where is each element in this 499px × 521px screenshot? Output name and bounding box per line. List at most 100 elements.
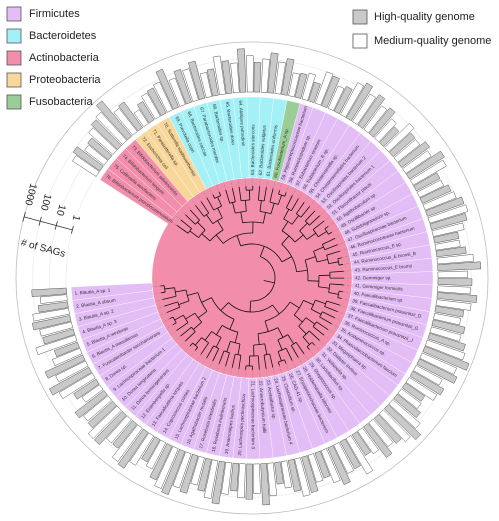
leaf-connector bbox=[162, 318, 170, 323]
bar bbox=[52, 347, 83, 366]
bar bbox=[42, 328, 76, 345]
bar bbox=[413, 365, 443, 386]
leaf-connector bbox=[196, 194, 202, 202]
leaf-connector bbox=[222, 366, 226, 374]
bar bbox=[327, 85, 345, 112]
bar bbox=[320, 448, 341, 484]
leaf-connector bbox=[298, 357, 303, 365]
branch bbox=[192, 342, 198, 348]
leaf-connector bbox=[223, 182, 226, 190]
branch bbox=[203, 212, 209, 217]
branch bbox=[217, 196, 222, 207]
branch bbox=[287, 334, 295, 345]
branch bbox=[201, 297, 212, 303]
leaf-connector bbox=[209, 187, 214, 195]
branch bbox=[221, 325, 238, 333]
bar bbox=[427, 332, 466, 352]
branch bbox=[312, 326, 325, 336]
bar bbox=[314, 71, 334, 106]
bar bbox=[301, 455, 319, 493]
leaf-connector bbox=[292, 188, 297, 196]
bar bbox=[136, 101, 155, 124]
bar bbox=[308, 81, 321, 103]
bar bbox=[90, 119, 122, 150]
branch bbox=[215, 234, 224, 244]
branch bbox=[315, 299, 326, 305]
bar bbox=[44, 354, 86, 379]
branch bbox=[289, 301, 300, 309]
leaf-connector bbox=[309, 349, 315, 357]
leaf-connector bbox=[285, 185, 290, 193]
bar bbox=[153, 81, 173, 113]
scale-tick bbox=[70, 226, 74, 234]
branch bbox=[337, 297, 342, 299]
bar bbox=[397, 388, 422, 410]
branch bbox=[296, 213, 302, 218]
leaf-connector bbox=[216, 184, 220, 193]
leaf-connector bbox=[285, 363, 290, 372]
bar bbox=[405, 150, 445, 180]
leaf-connector bbox=[266, 179, 268, 188]
leaf-connector bbox=[341, 255, 350, 258]
branch bbox=[206, 197, 215, 211]
branch bbox=[174, 314, 184, 321]
branch bbox=[206, 345, 214, 359]
branch bbox=[306, 346, 310, 351]
bar bbox=[182, 68, 199, 102]
grid-circle bbox=[15, 41, 489, 515]
branch bbox=[259, 246, 265, 257]
branch bbox=[263, 355, 267, 369]
branch bbox=[337, 257, 342, 259]
bar bbox=[433, 313, 462, 326]
bar bbox=[221, 461, 232, 495]
branch bbox=[211, 331, 222, 338]
bar bbox=[435, 299, 472, 311]
bar bbox=[345, 435, 374, 475]
branch bbox=[232, 202, 236, 214]
legend-label: Actinobacteria bbox=[29, 52, 100, 64]
leaf-connector bbox=[342, 263, 351, 265]
bar bbox=[368, 107, 396, 138]
bar bbox=[413, 172, 441, 192]
legend-swatch bbox=[6, 72, 22, 88]
branch bbox=[277, 334, 289, 341]
leaf-connector bbox=[323, 335, 331, 341]
branch bbox=[163, 285, 166, 293]
branch bbox=[215, 325, 223, 335]
bar bbox=[352, 93, 377, 126]
branch bbox=[328, 261, 339, 265]
bar bbox=[422, 191, 457, 211]
bar bbox=[253, 62, 262, 93]
branch bbox=[290, 345, 299, 358]
leaf-connector bbox=[245, 178, 247, 187]
branch bbox=[291, 215, 299, 225]
bar bbox=[58, 372, 96, 399]
bar bbox=[357, 94, 386, 129]
bar bbox=[190, 455, 205, 486]
branch bbox=[164, 301, 178, 307]
leaf-connector bbox=[184, 345, 191, 353]
bar bbox=[145, 439, 167, 470]
bar bbox=[425, 339, 466, 361]
bar bbox=[416, 179, 445, 198]
bar bbox=[333, 86, 353, 115]
leaf-connector bbox=[339, 248, 348, 252]
bar bbox=[88, 127, 118, 155]
branch bbox=[285, 195, 293, 209]
branch bbox=[328, 231, 333, 235]
branch bbox=[187, 228, 192, 234]
scale-tick bbox=[22, 212, 26, 222]
bar bbox=[173, 68, 192, 105]
branch bbox=[277, 327, 284, 338]
leaf-connector bbox=[153, 292, 162, 295]
branch bbox=[313, 246, 324, 252]
legend-label: Firmicutes bbox=[29, 8, 80, 20]
branch bbox=[318, 286, 330, 289]
branch bbox=[295, 202, 305, 215]
leaf-label: 43. Ruminococcus_E bromii bbox=[355, 263, 412, 272]
bar bbox=[32, 308, 70, 322]
scale-tick bbox=[38, 216, 42, 226]
bar bbox=[154, 446, 179, 489]
leaf-connector bbox=[179, 208, 186, 215]
bar bbox=[246, 55, 254, 93]
